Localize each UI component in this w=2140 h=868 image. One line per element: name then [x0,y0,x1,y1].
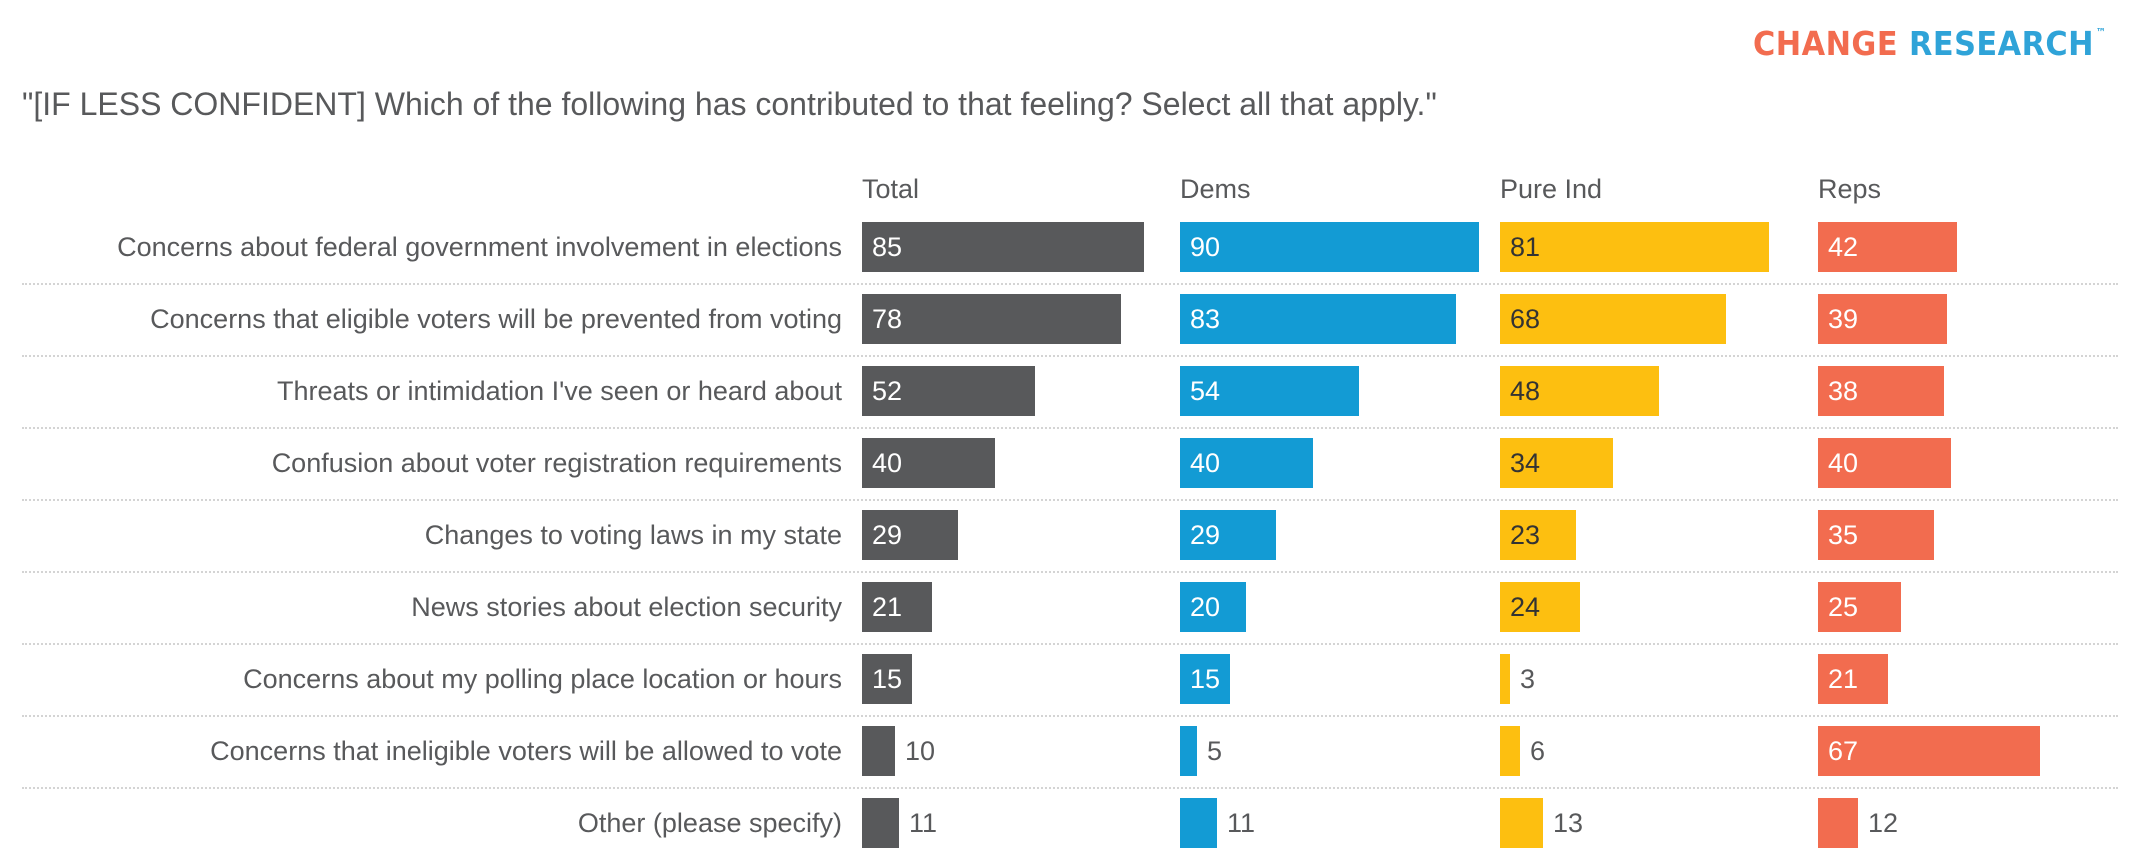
data-label-pure-ind: 13 [1553,808,1584,838]
chart-title: "[IF LESS CONFIDENT] Which of the follow… [22,86,1437,122]
data-label-total: 40 [872,448,903,478]
change-research-logo: CHANGE RESEARCH ™ [1753,24,2106,63]
bar-reps [1818,726,2040,776]
category-label: Confusion about voter registration requi… [271,448,842,478]
bar-reps [1818,294,1947,344]
data-label-reps: 40 [1828,448,1859,478]
data-label-pure-ind: 34 [1510,448,1541,478]
data-label-dems: 20 [1190,592,1221,622]
bar-dems [1180,510,1276,560]
data-label-pure-ind: 24 [1510,592,1541,622]
data-label-total: 10 [905,736,936,766]
bar-pure-ind [1500,726,1520,776]
data-label-pure-ind: 3 [1520,664,1536,694]
bar-reps [1818,654,1888,704]
bar-dems [1180,294,1456,344]
row-divider [22,283,2118,285]
row-divider [22,715,2118,717]
bar-total [862,798,899,848]
bar-reps [1818,510,1934,560]
logo-trademark: ™ [2095,26,2107,39]
column-header-pure-ind: Pure Ind [1500,174,1603,204]
bar-pure-ind [1500,294,1726,344]
bar-pure-ind [1500,222,1769,272]
data-label-pure-ind: 68 [1510,304,1541,334]
bar-reps [1818,222,1957,272]
data-label-total: 21 [872,592,903,622]
data-label-dems: 15 [1190,664,1221,694]
row-divider [22,355,2118,357]
category-label: Concerns about federal government involv… [117,232,842,262]
bar-pure-ind [1500,366,1659,416]
data-label-dems: 83 [1190,304,1221,334]
data-label-dems: 40 [1190,448,1221,478]
bar-pure-ind [1500,654,1510,704]
row-divider [22,571,2118,573]
column-header-reps: Reps [1818,174,1882,204]
category-label: Other (please specify) [577,808,842,838]
bar-dems [1180,582,1246,632]
bar-reps [1818,366,1944,416]
logo-word-research: RESEARCH [1909,24,2095,63]
data-label-total: 11 [909,808,938,838]
data-label-dems: 29 [1190,520,1221,550]
data-label-total: 78 [872,304,903,334]
bar-pure-ind [1500,798,1543,848]
data-label-reps: 25 [1828,592,1859,622]
bar-dems [1180,222,1479,272]
data-label-dems: 11 [1227,808,1256,838]
bar-dems [1180,798,1217,848]
data-label-total: 29 [872,520,903,550]
bar-dems [1180,654,1230,704]
bar-total [862,654,912,704]
bar-total [862,438,995,488]
data-label-total: 52 [872,376,903,406]
logo-word-change: CHANGE [1753,24,1899,63]
bar-dems [1180,366,1359,416]
category-label: Concerns about my polling place location… [243,664,842,694]
data-label-reps: 42 [1828,232,1859,262]
row-divider [22,427,2118,429]
bar-total [862,510,958,560]
category-label: Changes to voting laws in my state [424,520,842,550]
category-label: Concerns that ineligible voters will be … [210,736,842,766]
data-label-pure-ind: 81 [1510,232,1541,262]
category-label: Threats or intimidation I've seen or hea… [277,376,842,406]
data-label-reps: 38 [1828,376,1859,406]
bar-dems [1180,726,1197,776]
data-label-reps: 12 [1868,808,1899,838]
data-label-dems: 54 [1190,376,1221,406]
bar-reps [1818,798,1858,848]
data-label-dems: 90 [1190,232,1221,262]
data-label-reps: 21 [1828,664,1859,694]
bar-total [862,294,1121,344]
data-label-total: 15 [872,664,903,694]
data-label-dems: 5 [1207,736,1223,766]
bar-total [862,726,895,776]
data-label-pure-ind: 48 [1510,376,1541,406]
data-label-reps: 67 [1828,736,1859,766]
column-header-total: Total [862,174,920,204]
row-divider [22,499,2118,501]
bar-total [862,366,1035,416]
row-divider [22,787,2118,789]
data-label-total: 85 [872,232,903,262]
bar-reps [1818,438,1951,488]
bar-dems [1180,438,1313,488]
category-label: News stories about election security [411,592,842,622]
bar-reps [1818,582,1901,632]
bar-total [862,582,932,632]
column-header-dems: Dems [1180,174,1251,204]
bar-pure-ind [1500,438,1613,488]
bar-pure-ind [1500,510,1576,560]
bar-pure-ind [1500,582,1580,632]
row-divider [22,643,2118,645]
data-label-pure-ind: 6 [1530,736,1546,766]
bar-total [862,222,1144,272]
category-label: Concerns that eligible voters will be pr… [150,304,842,334]
data-label-reps: 39 [1828,304,1859,334]
data-label-reps: 35 [1828,520,1859,550]
data-label-pure-ind: 23 [1510,520,1541,550]
